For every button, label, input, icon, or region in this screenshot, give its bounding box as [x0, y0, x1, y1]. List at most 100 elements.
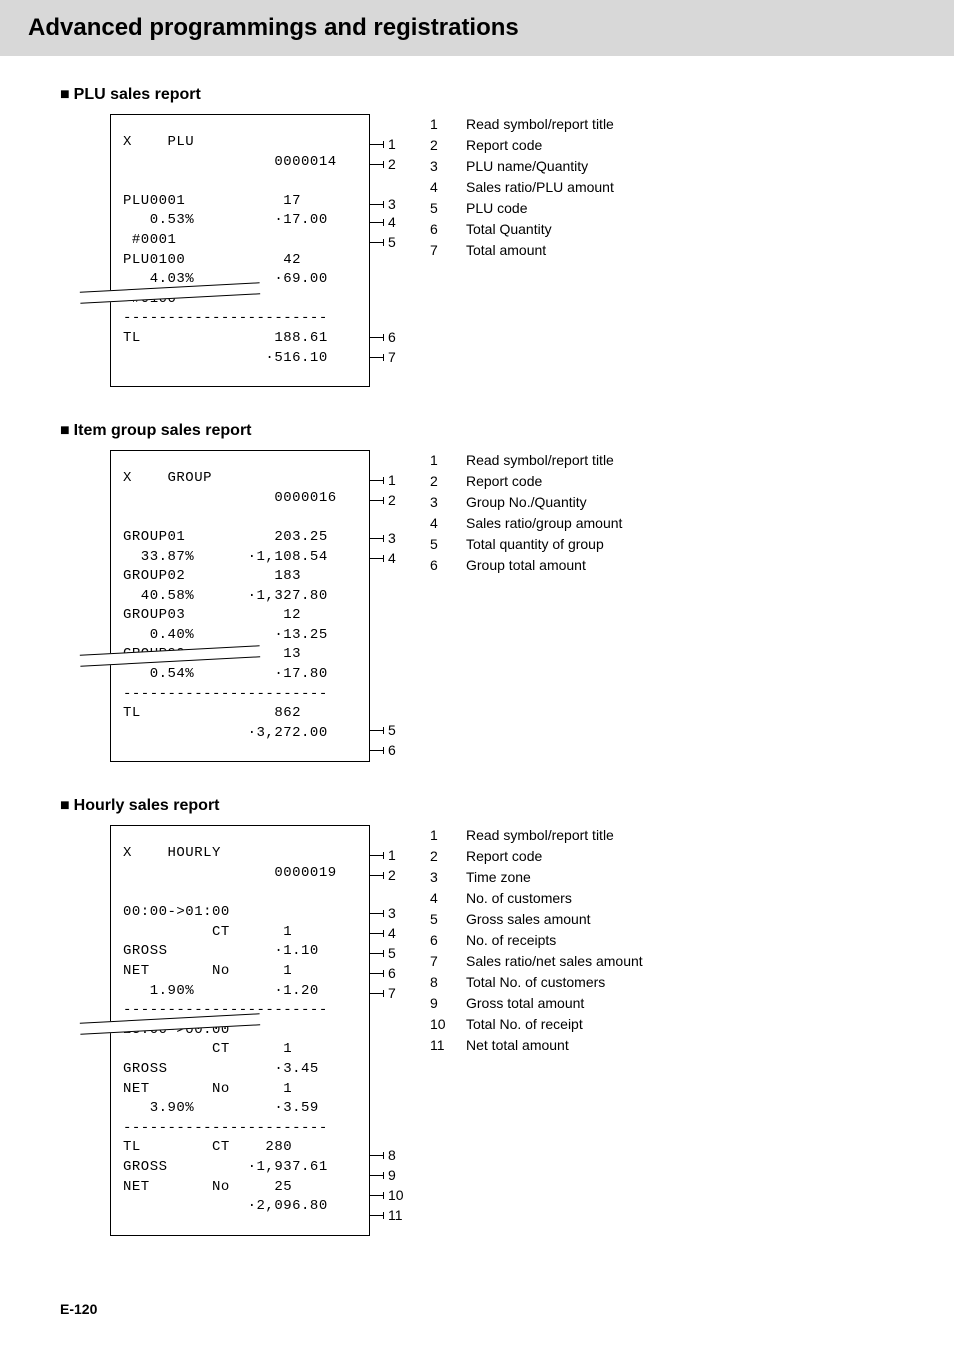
- callout-number: 6: [388, 329, 396, 345]
- legend-item: 8 Total No. of customers: [430, 972, 643, 993]
- legend-text: Sales ratio/net sales amount: [466, 951, 643, 972]
- callout-tick: [370, 558, 384, 559]
- callout-tick: [370, 875, 384, 876]
- legend-item: 2Report code: [430, 471, 622, 492]
- callout-number: 8: [388, 1147, 396, 1163]
- legend-item: 4Sales ratio/PLU amount: [430, 177, 614, 198]
- hourly-section-title: Hourly sales report: [60, 797, 894, 815]
- callout: 6: [370, 965, 396, 981]
- legend-item: 6 Group total amount: [430, 555, 622, 576]
- callout-number: 7: [388, 349, 396, 365]
- callout-tick: [370, 953, 384, 954]
- callout-tick: [370, 973, 384, 974]
- plu-section-title: PLU sales report: [60, 86, 894, 104]
- legend-item: 6Total Quantity: [430, 219, 614, 240]
- group-section-title: Item group sales report: [60, 422, 894, 440]
- callout-number: 4: [388, 925, 396, 941]
- callout-tick: [370, 222, 384, 223]
- callout-number: 3: [388, 905, 396, 921]
- callout-number: 4: [388, 214, 396, 230]
- legend-item: 3 PLU name/Quantity: [430, 156, 614, 177]
- plu-legend: 1Read symbol/report title2 Report code 3 PL…: [430, 114, 614, 261]
- legend-text: Report code: [466, 846, 542, 867]
- legend-text: Group total amount: [466, 555, 586, 576]
- legend-number: 10: [430, 1014, 448, 1035]
- page-header: Advanced programmings and registrations: [0, 0, 954, 56]
- callout-number: 2: [388, 156, 396, 172]
- legend-text: Time zone: [466, 867, 531, 888]
- legend-text: Total Quantity: [466, 219, 552, 240]
- legend-number: 7: [430, 951, 448, 972]
- legend-item: 5PLU code: [430, 198, 614, 219]
- legend-number: 6: [430, 555, 448, 576]
- callout-number: 10: [388, 1187, 404, 1203]
- callout: 10: [370, 1187, 404, 1203]
- legend-number: 5: [430, 534, 448, 555]
- callout-number: 1: [388, 136, 396, 152]
- legend-item: 1Read symbol/report title: [430, 114, 614, 135]
- callout-tick: [370, 855, 384, 856]
- legend-number: 3: [430, 156, 448, 177]
- legend-number: 1: [430, 114, 448, 135]
- legend-item: 2Report code: [430, 846, 643, 867]
- callout: 2: [370, 156, 396, 172]
- callout-number: 5: [388, 234, 396, 250]
- page-title: Advanced programmings and registrations: [28, 14, 926, 42]
- page-content: PLU sales report X PLU 0000014 PLU0001 1…: [0, 86, 954, 1236]
- callout-tick: [370, 913, 384, 914]
- callout: 1: [370, 136, 396, 152]
- legend-text: No. of receipts: [466, 930, 556, 951]
- callout-number: 4: [388, 550, 396, 566]
- group-receipt-container: X GROUP 0000016 GROUP01 203.25 33.87% ·1…: [110, 450, 370, 762]
- hourly-section: Hourly sales report X HOURLY 0000019 00:…: [60, 797, 894, 1235]
- legend-item: 3Time zone: [430, 867, 643, 888]
- legend-number: 2: [430, 135, 448, 156]
- legend-text: Group No./Quantity: [466, 492, 587, 513]
- callout-number: 2: [388, 867, 396, 883]
- callout-number: 7: [388, 985, 396, 1001]
- legend-number: 8: [430, 972, 448, 993]
- callout: 5: [370, 234, 396, 250]
- group-legend: 1Read symbol/report title2Report code3Gr…: [430, 450, 622, 576]
- legend-item: 7 Sales ratio/net sales amount: [430, 951, 643, 972]
- callout-number: 11: [388, 1207, 403, 1223]
- legend-text: PLU name/Quantity: [466, 156, 588, 177]
- legend-number: 6: [430, 930, 448, 951]
- callout-number: 6: [388, 965, 396, 981]
- legend-text: Report code: [466, 135, 542, 156]
- legend-text: Total No. of receipt: [466, 1014, 583, 1035]
- group-report-row: X GROUP 0000016 GROUP01 203.25 33.87% ·1…: [60, 450, 894, 762]
- legend-number: 1: [430, 825, 448, 846]
- callout-number: 5: [388, 945, 396, 961]
- callout-number: 9: [388, 1167, 396, 1183]
- callout: 7: [370, 985, 396, 1001]
- legend-text: Sales ratio/PLU amount: [466, 177, 614, 198]
- callout-number: 3: [388, 530, 396, 546]
- callout-tick: [370, 933, 384, 934]
- hourly-legend: 1Read symbol/report title2Report code3Ti…: [430, 825, 643, 1056]
- callout-number: 6: [388, 742, 396, 758]
- legend-text: Total No. of customers: [466, 972, 605, 993]
- callout-tick: [370, 538, 384, 539]
- callout-tick: [370, 730, 384, 731]
- callout: 5: [370, 945, 396, 961]
- callout: 7: [370, 349, 396, 365]
- legend-item: 10 Total No. of receipt: [430, 1014, 643, 1035]
- callout-number: 5: [388, 722, 396, 738]
- group-receipt: X GROUP 0000016 GROUP01 203.25 33.87% ·1…: [110, 450, 370, 762]
- plu-receipt: X PLU 0000014 PLU0001 17 0.53% ·17.00 #0…: [110, 114, 370, 387]
- callout: 2: [370, 492, 396, 508]
- hourly-report-row: X HOURLY 0000019 00:00->01:00 CT 1 GROSS…: [60, 825, 894, 1235]
- legend-item: 1Read symbol/report title: [430, 450, 622, 471]
- plu-section: PLU sales report X PLU 0000014 PLU0001 1…: [60, 86, 894, 387]
- callout-number: 1: [388, 847, 396, 863]
- legend-number: 5: [430, 909, 448, 930]
- legend-text: Sales ratio/group amount: [466, 513, 622, 534]
- callout-tick: [370, 1215, 384, 1216]
- legend-number: 5: [430, 198, 448, 219]
- callout-number: 1: [388, 472, 396, 488]
- callout: 8: [370, 1147, 396, 1163]
- callout-number: 3: [388, 196, 396, 212]
- callout: 3: [370, 196, 396, 212]
- legend-number: 9: [430, 993, 448, 1014]
